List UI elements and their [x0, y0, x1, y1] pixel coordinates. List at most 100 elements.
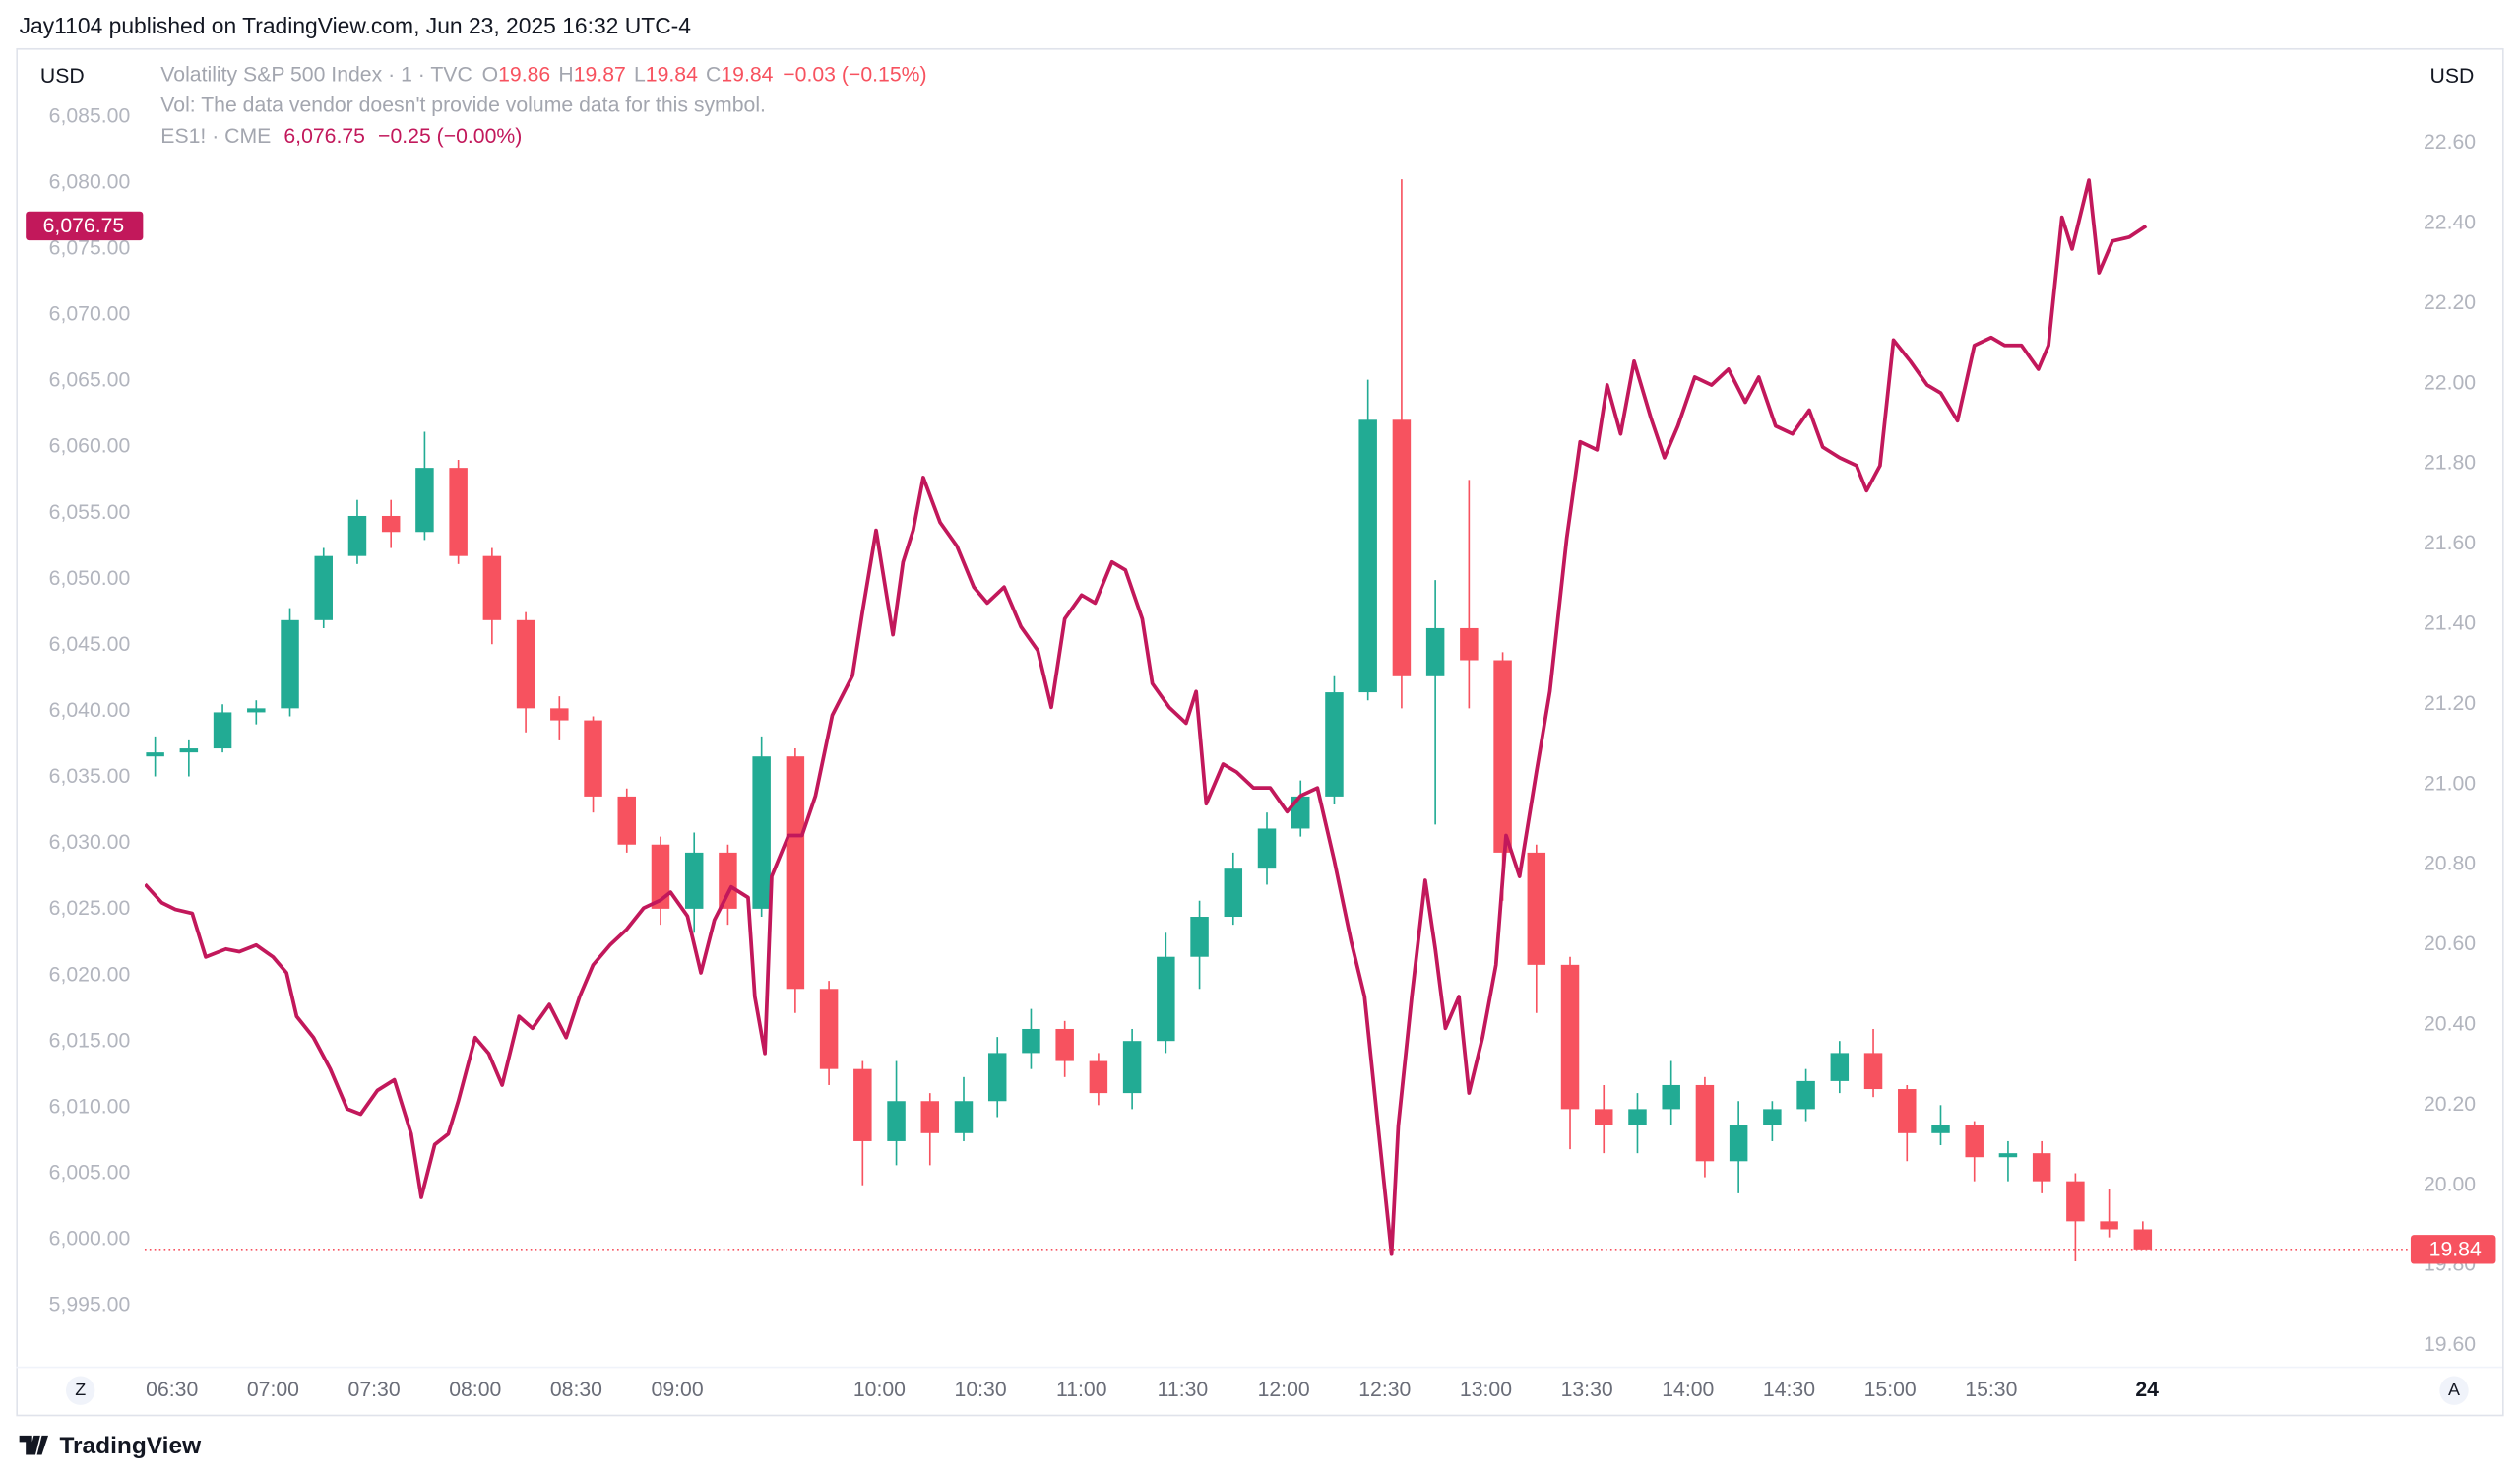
y-tick-label: 6,030.00	[49, 831, 131, 854]
y2-tick-label: 20.20	[2424, 1093, 2476, 1116]
y2-tick-label: 22.60	[2424, 131, 2476, 154]
candle-body	[987, 1053, 1007, 1102]
y-tick-label: 6,045.00	[49, 633, 131, 656]
candle-body	[1595, 1109, 1613, 1125]
y2-tick-label: 20.80	[2424, 853, 2476, 875]
legend-item: 6,076.75	[284, 124, 365, 147]
candle-body	[1830, 1053, 1850, 1081]
y-tick-label: 6,075.00	[49, 236, 131, 259]
y-tick-label: 6,010.00	[49, 1095, 131, 1118]
scale-button-bg[interactable]	[65, 1376, 95, 1405]
y-tick-label: 5,995.00	[49, 1294, 131, 1317]
y2-tick-label: 22.00	[2424, 371, 2476, 394]
brand: TradingView	[59, 1433, 202, 1459]
y-tick-label: 6,005.00	[49, 1161, 131, 1184]
candle-body	[1291, 796, 1310, 829]
candle-body	[1763, 1109, 1782, 1125]
y-tick-label: 6,070.00	[49, 303, 131, 326]
pane-border	[16, 47, 2504, 1417]
plot-area	[144, 178, 2153, 1262]
y-tick-label: 6,085.00	[49, 104, 131, 127]
candle-body	[920, 1101, 940, 1133]
candle-body	[1122, 1041, 1142, 1094]
x-tick-label: 15:00	[1864, 1379, 1917, 1401]
candle-body	[1628, 1109, 1647, 1125]
candle-body	[786, 756, 805, 990]
logo-mark	[19, 1435, 49, 1455]
x-tick-label: 12:00	[1258, 1379, 1310, 1401]
candle-body	[1527, 852, 1546, 965]
scale-button-bg[interactable]	[2439, 1376, 2469, 1405]
y2-tick-label: 20.40	[2424, 1013, 2476, 1036]
candle-body	[2100, 1221, 2118, 1230]
candle-body	[1157, 956, 1175, 1042]
y-tick-label: 6,080.00	[49, 170, 131, 193]
candle-body	[853, 1068, 872, 1141]
legend-item: C	[706, 63, 721, 86]
last-price-label: 6,076.75	[43, 215, 125, 237]
candle-body	[1729, 1125, 1748, 1162]
last-price-tag	[2410, 1235, 2496, 1264]
candle-body	[954, 1101, 974, 1133]
last-price-label: 19.84	[2429, 1238, 2482, 1260]
scale-button[interactable]: A	[2448, 1380, 2460, 1399]
x-tick-label: 06:30	[146, 1379, 198, 1401]
candle-body	[1863, 1053, 1883, 1090]
candle-body	[1022, 1028, 1040, 1054]
candle-body	[179, 748, 199, 753]
y2-tick-label: 22.20	[2424, 291, 2476, 314]
y-tick-label: 6,025.00	[49, 897, 131, 920]
x-tick-label: 10:30	[955, 1379, 1007, 1401]
y-tick-label: 6,035.00	[49, 765, 131, 788]
x-tick-label: 11:30	[1158, 1379, 1209, 1401]
y-tick-label: 6,020.00	[49, 963, 131, 986]
candle-body	[1325, 692, 1344, 797]
x-tick-label: 07:30	[348, 1379, 401, 1401]
y-tick-label: 6,040.00	[49, 699, 131, 722]
candle-body	[381, 515, 401, 533]
candle-body	[1358, 419, 1377, 693]
candle-body	[1796, 1080, 1815, 1110]
candle-body	[1190, 917, 1209, 957]
legend-item: −0.25 (−0.00%)	[378, 124, 522, 147]
legend-item: H	[558, 63, 573, 86]
y2-tick-label: 20.00	[2424, 1173, 2476, 1195]
candle-body	[2032, 1153, 2051, 1182]
x-tick-label: 10:00	[853, 1379, 906, 1401]
y-tick-label: 6,050.00	[49, 567, 131, 590]
legend-line: ES1! · CME 6,076.75 −0.25 (−0.00%)	[160, 124, 522, 147]
time-axis: 06:30 07:00 07:30 08:00 08:30 09:00 10:00 10:30…	[146, 1379, 2159, 1401]
candle-body	[1224, 868, 1243, 918]
candle-body	[1695, 1084, 1715, 1162]
scale-button[interactable]: Z	[75, 1380, 86, 1399]
candle-body	[752, 756, 771, 909]
legend-item: O	[482, 63, 499, 86]
legend-line: Volatility S&P 500 Index · 1 · TVC O19.86…	[160, 63, 926, 86]
legend-item: Volatility S&P 500 Index · 1 · TVC	[160, 63, 472, 86]
candle-body	[2133, 1229, 2153, 1250]
y2-tick-label: 21.60	[2424, 532, 2476, 554]
candle-body	[887, 1101, 906, 1141]
legend-item: 19.84	[646, 63, 698, 86]
candle-body	[281, 619, 299, 709]
candle-body	[2066, 1181, 2085, 1222]
x-tick-label: 08:00	[449, 1379, 501, 1401]
y-tick-label: 6,015.00	[49, 1029, 131, 1052]
candle-body	[1055, 1028, 1074, 1061]
legend-line: Vol: The data vendor doesn't provide vol…	[160, 94, 766, 116]
x-tick-label: 24	[2135, 1379, 2159, 1401]
candle-body	[684, 852, 704, 909]
y-tick-label: 6,065.00	[49, 369, 131, 392]
candle-body	[1460, 627, 1479, 661]
x-tick-label: 14:30	[1763, 1379, 1815, 1401]
x-tick-label: 13:00	[1460, 1379, 1512, 1401]
candle-body	[819, 989, 839, 1069]
candle-body	[146, 752, 164, 757]
y2-tick-label: 21.00	[2424, 772, 2476, 795]
candle-body	[584, 720, 602, 797]
candle-body	[247, 708, 266, 713]
legend-item: L	[634, 63, 646, 86]
candle-body	[314, 555, 333, 620]
candle-body	[1965, 1125, 1984, 1158]
